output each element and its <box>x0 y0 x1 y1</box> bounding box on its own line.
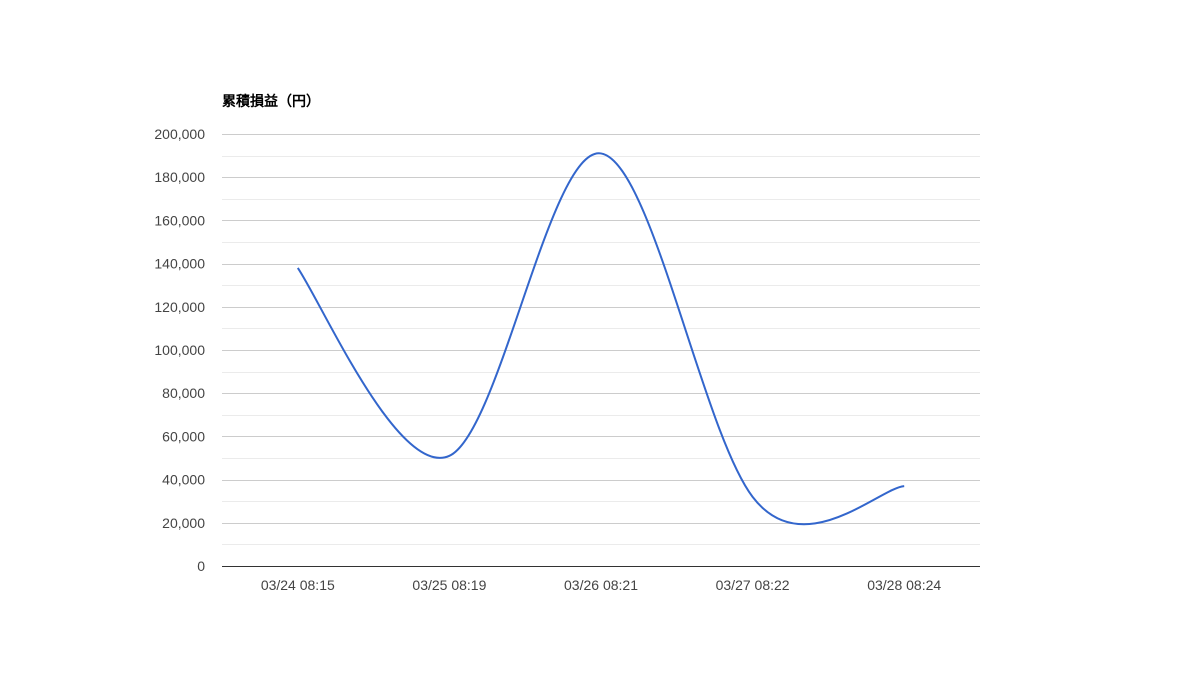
gridlines <box>222 134 980 545</box>
x-tick-label: 03/27 08:22 <box>716 577 790 593</box>
x-tick-label: 03/24 08:15 <box>261 577 335 593</box>
y-tick-label: 140,000 <box>154 256 205 272</box>
x-axis-ticks: 03/24 08:15 03/25 08:19 03/26 08:21 03/27 0… <box>261 577 942 593</box>
chart-title: 累積損益（円） <box>222 93 320 109</box>
series-line <box>296 152 905 526</box>
y-tick-label: 60,000 <box>162 428 205 444</box>
y-tick-label: 0 <box>197 558 205 574</box>
y-tick-label: 200,000 <box>154 126 205 142</box>
y-axis-ticks: 0 20,000 40,000 60,000 80,000 100,000 120,000 1… <box>154 126 205 574</box>
x-tick-label: 03/25 08:19 <box>412 577 486 593</box>
x-tick-label: 03/28 08:24 <box>867 577 941 593</box>
y-tick-label: 40,000 <box>162 472 205 488</box>
y-tick-label: 160,000 <box>154 212 205 228</box>
x-tick-label: 03/26 08:21 <box>564 577 638 593</box>
y-tick-label: 100,000 <box>154 342 205 358</box>
y-tick-label: 20,000 <box>162 515 205 531</box>
y-tick-label: 80,000 <box>162 385 205 401</box>
y-tick-label: 120,000 <box>154 299 205 315</box>
y-tick-label: 180,000 <box>154 169 205 185</box>
